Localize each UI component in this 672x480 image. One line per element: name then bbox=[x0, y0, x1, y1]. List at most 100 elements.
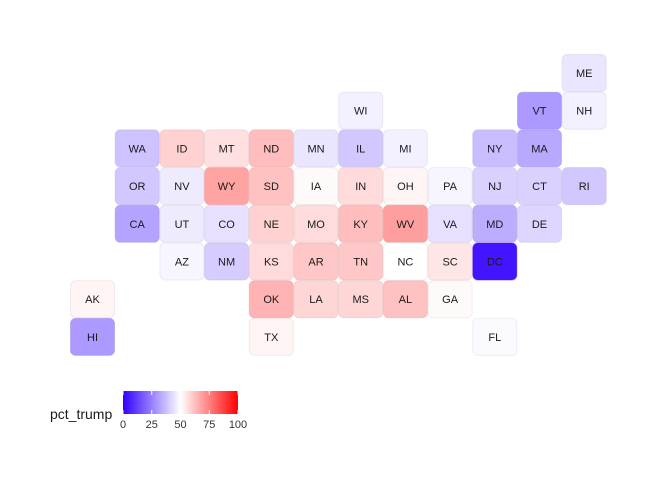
state-tile-mn: MN bbox=[293, 129, 339, 168]
state-tile-me: ME bbox=[561, 54, 607, 92]
tile-label: TN bbox=[353, 257, 368, 269]
tile-label: MT bbox=[219, 143, 235, 155]
tile-fill bbox=[204, 129, 250, 168]
state-tile-la: LA bbox=[293, 280, 339, 319]
tile-fill bbox=[382, 167, 428, 206]
state-tile-ny: NY bbox=[472, 129, 518, 168]
tile-label: NY bbox=[487, 143, 503, 155]
state-tile-ne: NE bbox=[248, 204, 294, 243]
tile-label: AL bbox=[399, 294, 412, 306]
state-tile-mi: MI bbox=[382, 129, 428, 168]
tile-label: SD bbox=[264, 181, 279, 193]
tile-fill bbox=[293, 242, 339, 281]
state-tile-wy: WY bbox=[204, 167, 250, 206]
state-tile-ar: AR bbox=[293, 242, 339, 281]
tile-label: AZ bbox=[175, 257, 189, 269]
tile-label: SC bbox=[442, 257, 457, 269]
tile-fill bbox=[338, 129, 384, 168]
tile-label: OR bbox=[129, 181, 146, 193]
tile-fill bbox=[338, 280, 384, 319]
tile-label: MD bbox=[486, 219, 503, 231]
tile-label: LA bbox=[309, 294, 323, 306]
tile-label: NH bbox=[576, 106, 592, 118]
tile-label: MI bbox=[399, 143, 411, 155]
state-tile-mt: MT bbox=[204, 129, 250, 168]
tile-fill bbox=[561, 54, 607, 92]
state-tile-hi: HI bbox=[70, 317, 115, 356]
tile-fill bbox=[472, 167, 518, 206]
state-tile-sd: SD bbox=[248, 167, 294, 206]
tile-label: NE bbox=[264, 219, 279, 231]
state-tile-az: AZ bbox=[159, 242, 205, 281]
tile-label: MS bbox=[352, 294, 369, 306]
state-tiles: ME WI VT NH WA ID MT ND MN IL MI NY MA OR NV WY SD IA IN OH… bbox=[70, 54, 607, 356]
state-tile-fl: FL bbox=[472, 317, 518, 356]
tile-fill bbox=[427, 242, 473, 281]
tile-fill bbox=[204, 204, 250, 243]
state-tile-ak: AK bbox=[70, 280, 115, 319]
tile-label: NJ bbox=[488, 181, 501, 193]
legend-tick-label: 75 bbox=[203, 419, 215, 431]
state-tile-mo: MO bbox=[293, 204, 339, 243]
tile-fill bbox=[472, 242, 518, 281]
tile-label: WI bbox=[354, 106, 367, 118]
state-tile-ut: UT bbox=[159, 204, 205, 243]
tile-label: IN bbox=[355, 181, 366, 193]
tile-label: RI bbox=[579, 181, 590, 193]
state-tile-nv: NV bbox=[159, 167, 205, 206]
tile-fill bbox=[427, 167, 473, 206]
state-tile-or: OR bbox=[114, 167, 160, 206]
tile-label: ID bbox=[176, 143, 187, 155]
tile-fill bbox=[293, 129, 339, 168]
tile-label: OK bbox=[263, 294, 280, 306]
tile-fill bbox=[427, 204, 473, 243]
state-tile-pa: PA bbox=[427, 167, 473, 206]
tile-label: VA bbox=[443, 219, 458, 231]
tile-fill bbox=[248, 129, 294, 168]
legend-tick-label: 0 bbox=[120, 419, 126, 431]
tile-label: CT bbox=[532, 181, 547, 193]
tile-fill bbox=[114, 204, 160, 243]
tile-fill bbox=[517, 91, 562, 130]
tile-label: MN bbox=[307, 143, 324, 155]
state-tile-ma: MA bbox=[517, 129, 562, 168]
state-tile-al: AL bbox=[382, 280, 428, 319]
tile-label: KS bbox=[264, 257, 279, 269]
state-tile-de: DE bbox=[517, 204, 562, 243]
state-tile-co: CO bbox=[204, 204, 250, 243]
tile-fill bbox=[472, 204, 518, 243]
tile-fill bbox=[159, 204, 205, 243]
legend-ticks: 0 25 50 75 100 bbox=[120, 391, 247, 431]
tile-fill bbox=[517, 129, 562, 168]
state-tile-nh: NH bbox=[561, 91, 607, 130]
state-tile-sc: SC bbox=[427, 242, 473, 281]
tile-fill bbox=[248, 317, 294, 356]
tile-label: NM bbox=[218, 257, 235, 269]
tile-fill bbox=[472, 129, 518, 168]
tile-fill bbox=[159, 242, 205, 281]
tile-fill bbox=[159, 129, 205, 168]
state-tile-il: IL bbox=[338, 129, 384, 168]
state-tile-tn: TN bbox=[338, 242, 384, 281]
tile-fill bbox=[204, 242, 250, 281]
tile-fill bbox=[517, 167, 562, 206]
state-tile-dc: DC bbox=[472, 242, 518, 281]
tile-fill bbox=[338, 91, 384, 130]
tile-fill bbox=[248, 280, 294, 319]
tile-label: NV bbox=[174, 181, 190, 193]
state-tile-ky: KY bbox=[338, 204, 384, 243]
tile-label: CO bbox=[218, 219, 235, 231]
tile-label: FL bbox=[488, 332, 501, 344]
state-tile-id: ID bbox=[159, 129, 205, 168]
tile-fill bbox=[382, 204, 428, 243]
state-tile-vt: VT bbox=[517, 91, 562, 130]
tile-label: IA bbox=[311, 181, 322, 193]
tile-fill bbox=[114, 129, 160, 168]
state-tile-md: MD bbox=[472, 204, 518, 243]
legend-title: pct_trump bbox=[50, 406, 112, 422]
tile-label: ME bbox=[576, 68, 593, 80]
tile-fill bbox=[293, 167, 339, 206]
state-tile-ms: MS bbox=[338, 280, 384, 319]
tile-fill bbox=[114, 167, 160, 206]
